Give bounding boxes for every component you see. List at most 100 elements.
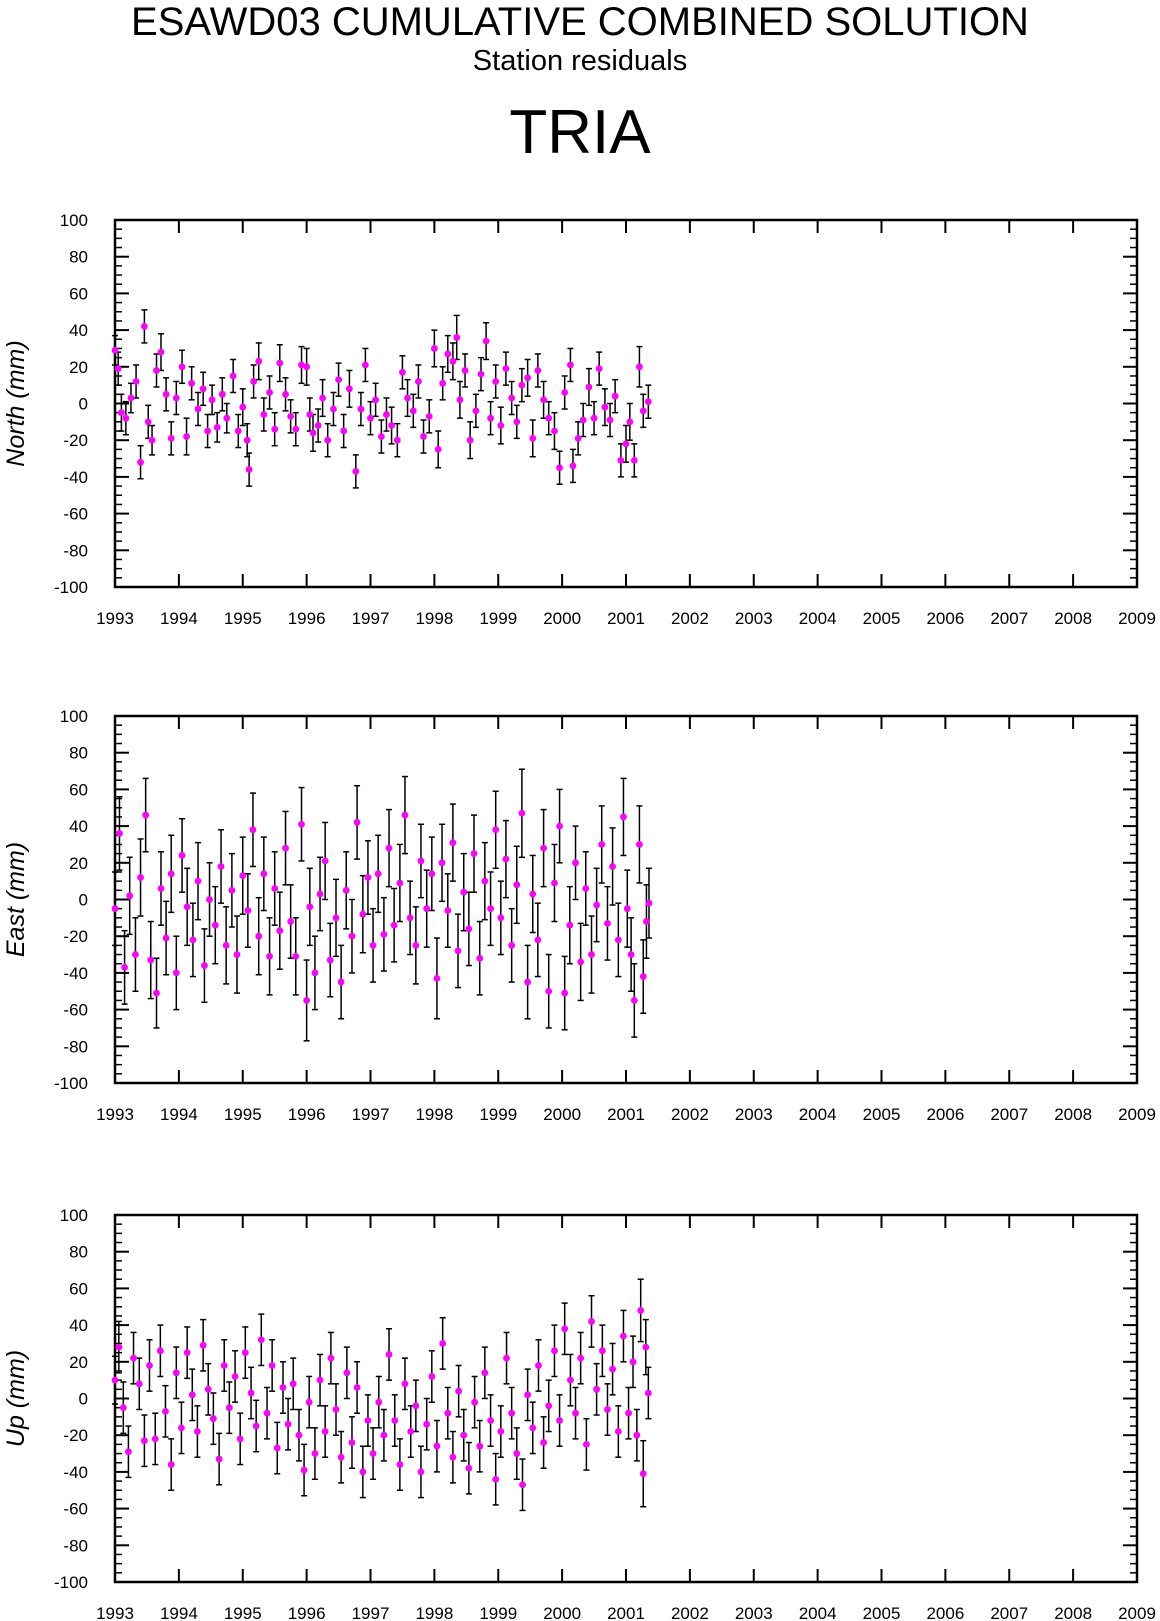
data-point: [284, 1420, 292, 1428]
x-tick-label: 1999: [479, 1105, 517, 1124]
data-point: [316, 890, 324, 898]
data-point: [183, 1349, 191, 1357]
data-point: [115, 1343, 123, 1351]
y-tick-label: 0: [79, 395, 88, 414]
x-tick-label: 2008: [1054, 609, 1092, 628]
data-point: [417, 1468, 425, 1476]
data-point: [577, 958, 585, 966]
y-tick-label: 0: [79, 1390, 88, 1409]
y-tick-label: 80: [69, 1243, 88, 1262]
data-point: [644, 1389, 652, 1397]
data-point: [604, 1406, 611, 1413]
x-tick-label: 1993: [96, 1105, 134, 1124]
data-point: [551, 879, 558, 887]
data-point: [519, 1481, 526, 1489]
y-tick-label: 40: [69, 817, 88, 836]
data-point: [455, 1387, 463, 1395]
data-point: [303, 997, 311, 1004]
data-point: [540, 1439, 548, 1446]
data-point: [271, 885, 279, 892]
data-point: [383, 411, 390, 418]
y-tick-label: -80: [63, 1037, 88, 1056]
data-point: [636, 363, 643, 371]
data-point: [218, 390, 226, 398]
data-point: [617, 456, 625, 464]
data-point: [630, 997, 638, 1004]
data-point: [477, 370, 485, 378]
x-tick-label: 1996: [288, 1604, 326, 1621]
data-point: [582, 1440, 590, 1448]
data-point: [449, 839, 457, 847]
data-point: [260, 870, 268, 878]
data-point: [153, 989, 160, 997]
data-point: [524, 1391, 532, 1399]
data-point: [639, 973, 647, 980]
data-point: [497, 914, 505, 922]
data-point: [321, 857, 329, 865]
data-point: [252, 1422, 260, 1430]
x-tick-label: 2001: [607, 1105, 645, 1124]
data-point: [239, 403, 247, 411]
data-point: [228, 886, 236, 894]
data-point: [585, 383, 593, 391]
data-point: [257, 1336, 265, 1344]
y-tick-label: 80: [69, 744, 88, 763]
data-point: [590, 414, 598, 422]
data-point: [292, 425, 300, 433]
data-point: [121, 963, 128, 971]
data-point: [645, 899, 653, 907]
data-point: [487, 1417, 494, 1424]
data-point: [567, 1376, 574, 1384]
x-tick-label: 1996: [288, 1105, 326, 1124]
data-point: [508, 941, 516, 949]
data-point: [492, 378, 500, 385]
data-point: [222, 941, 230, 949]
data-point: [611, 392, 619, 400]
x-tick-label: 2004: [799, 609, 837, 628]
data-point: [273, 1444, 281, 1452]
data-point: [476, 1442, 484, 1450]
data-point: [306, 903, 314, 911]
data-point: [513, 881, 521, 889]
data-point: [233, 951, 241, 958]
data-point: [199, 385, 207, 393]
data-point: [627, 951, 635, 958]
data-point: [534, 936, 542, 944]
x-tick-label: 2005: [863, 609, 901, 628]
x-tick-label: 2001: [607, 609, 645, 628]
data-point: [593, 901, 601, 909]
data-point: [327, 1354, 335, 1362]
data-point: [188, 1391, 196, 1399]
data-point: [601, 403, 609, 411]
data-point: [255, 357, 263, 365]
data-point: [126, 892, 134, 900]
data-point: [524, 978, 532, 986]
data-point: [385, 1351, 393, 1358]
data-point: [343, 1369, 351, 1377]
data-point: [172, 394, 180, 402]
chart-title: ESAWD03 CUMULATIVE COMBINED SOLUTION: [131, 0, 1029, 44]
data-point: [472, 407, 480, 415]
data-point: [465, 925, 473, 933]
data-point: [156, 1347, 164, 1355]
data-point: [497, 1428, 505, 1435]
y-tick-label: -60: [63, 505, 88, 524]
y-axis-label: Up (mm): [2, 1350, 30, 1447]
data-point: [556, 1417, 563, 1424]
plot-frame: [113, 714, 1139, 1085]
chart-subtitle: Station residuals: [472, 45, 688, 77]
x-tick-label: 2003: [735, 609, 773, 628]
x-tick-label: 1993: [96, 1604, 134, 1621]
data-point: [609, 863, 616, 870]
series-points: [111, 768, 653, 1042]
data-point: [396, 879, 404, 887]
data-point: [319, 394, 326, 402]
data-point: [276, 359, 284, 367]
data-point: [364, 1417, 372, 1424]
data-point: [393, 436, 401, 444]
data-point: [454, 947, 462, 955]
data-point: [449, 1453, 457, 1461]
data-point: [430, 345, 438, 352]
data-point: [348, 932, 356, 940]
x-tick-label: 1995: [224, 1604, 262, 1621]
